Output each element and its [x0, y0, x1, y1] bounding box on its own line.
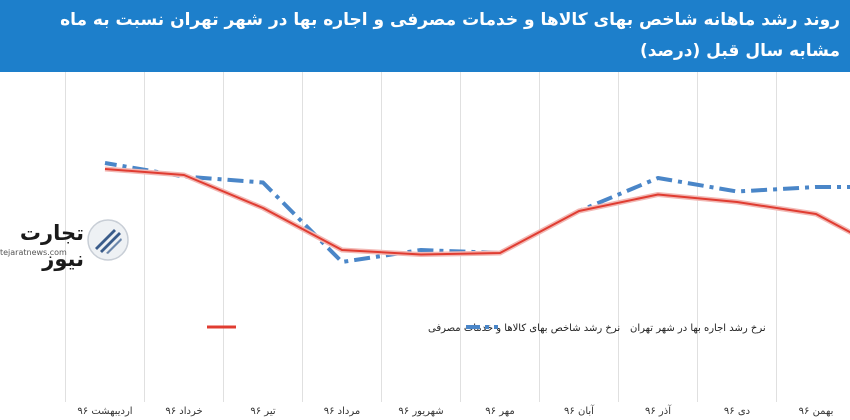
logo-url-text: tejaratnews.com: [0, 248, 67, 257]
vertical-gridlines: [65, 72, 777, 402]
x-tick-label: دی ۹۶: [724, 406, 750, 417]
x-tick-label: مرداد ۹۶: [324, 406, 361, 417]
series-line-halo-consumer-index: [104, 166, 850, 257]
x-tick-label: اردیبهشت ۹۶: [77, 406, 132, 417]
x-tick-label: آبان ۹۶: [564, 404, 595, 417]
x-tick-label: خرداد ۹۶: [165, 406, 202, 417]
tejarat-news-logo: تجارت نیوز tejaratnews.com: [0, 212, 136, 271]
legend-label-consumer-index: نرخ رشد شاخص بهای کالاها و خدمات مصرفی: [428, 323, 620, 334]
tejarat-logo-mark-icon: [87, 219, 129, 261]
x-tick-label: شهریور ۹۶: [398, 406, 443, 417]
x-tick-label: آذر ۹۶: [645, 404, 672, 417]
x-tick-label: تیر ۹۶: [250, 406, 275, 417]
chart-title: روند رشد ماهانه شاخص بهای کالاها و خدمات…: [0, 0, 850, 72]
x-tick-label: مهر ۹۶: [485, 406, 514, 417]
legend-label-rent: نرخ رشد اجاره بها در شهر تهران: [630, 323, 766, 334]
legend: نرخ رشد شاخص بهای کالاها و خدمات مصرفی ن…: [207, 323, 766, 334]
series-line-rent: [104, 161, 850, 264]
x-tick-label: بهمن ۹۶: [799, 406, 834, 417]
series-line-consumer-index: [104, 168, 850, 256]
logo-brand-text: تجارت نیوز: [19, 221, 84, 271]
series-layer: [104, 161, 850, 264]
